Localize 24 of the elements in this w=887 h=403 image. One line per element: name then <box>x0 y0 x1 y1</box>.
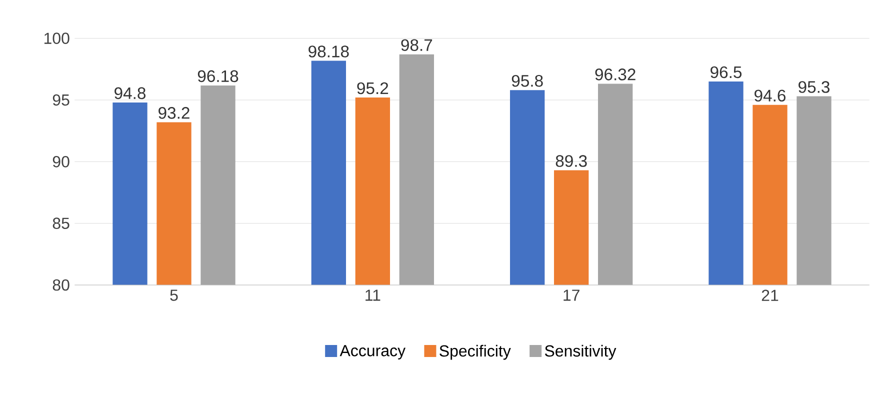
data-label: 94.8 <box>114 87 146 100</box>
y-tick-label: 80 <box>52 279 70 291</box>
data-label: 98.18 <box>308 46 349 58</box>
data-label: 94.6 <box>754 90 786 102</box>
x-tick-label: 21 <box>762 290 778 301</box>
legend-label: Sensitivity <box>544 344 616 360</box>
x-tick-label: 17 <box>564 290 580 301</box>
y-tick-label: 95 <box>52 94 70 106</box>
data-label: 93.2 <box>158 107 190 119</box>
data-label: 95.2 <box>357 82 388 94</box>
data-label: 96.18 <box>198 70 238 82</box>
legend-label: Specificity <box>440 344 511 360</box>
data-label: 95.3 <box>798 81 830 93</box>
y-tick-label: 90 <box>52 156 70 168</box>
data-label: 89.3 <box>556 155 587 167</box>
data-label: 96.5 <box>710 66 742 78</box>
data-label: 98.7 <box>401 39 432 51</box>
data-label: 96.32 <box>595 68 636 80</box>
x-tick-label: 5 <box>170 290 178 301</box>
legend-label: Accuracy <box>340 345 406 360</box>
y-tick-label: 85 <box>52 218 70 229</box>
data-label: 95.8 <box>512 74 543 87</box>
y-tick-label: 100 <box>44 32 70 44</box>
x-tick-label: 11 <box>366 290 380 301</box>
